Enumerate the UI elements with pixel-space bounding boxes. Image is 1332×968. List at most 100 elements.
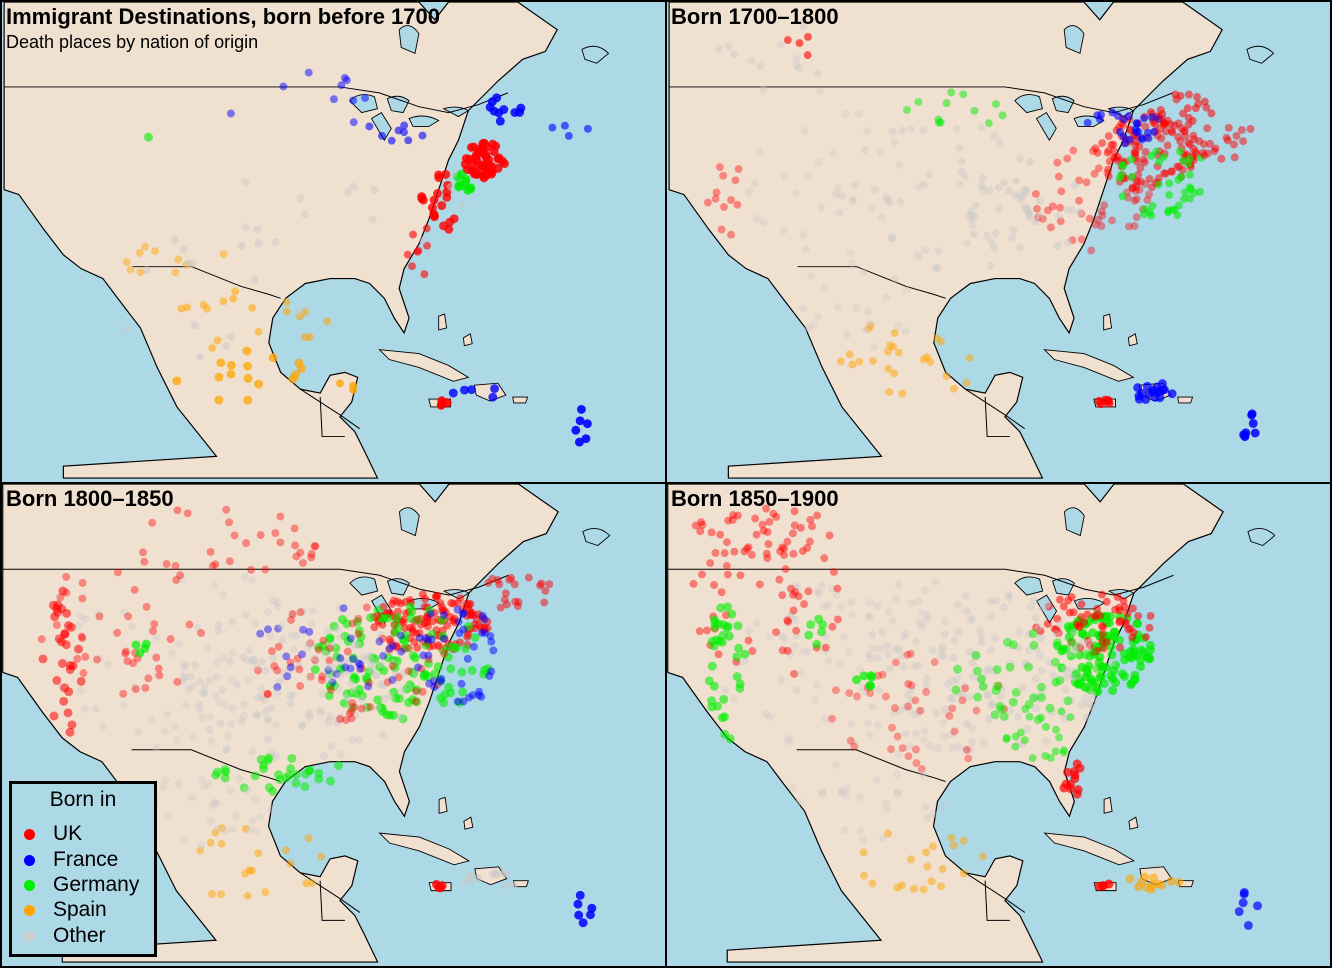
death-place-point bbox=[967, 724, 976, 732]
death-place-point bbox=[1059, 602, 1068, 611]
death-place-point bbox=[495, 580, 504, 589]
death-place-point bbox=[461, 644, 471, 654]
death-place-point bbox=[887, 745, 895, 754]
death-place-point bbox=[734, 643, 744, 653]
death-place-point bbox=[707, 661, 717, 671]
death-place-point bbox=[817, 627, 827, 637]
death-place-point bbox=[860, 145, 869, 154]
death-place-point bbox=[412, 685, 422, 695]
death-place-point bbox=[409, 230, 417, 239]
death-place-point bbox=[457, 181, 467, 191]
death-place-point bbox=[92, 655, 101, 664]
death-place-point bbox=[370, 623, 379, 632]
death-place-point bbox=[859, 671, 869, 681]
death-place-point bbox=[787, 611, 796, 620]
land-mass bbox=[3, 2, 558, 479]
death-place-point bbox=[965, 354, 974, 362]
death-place-point bbox=[304, 640, 313, 649]
death-place-point bbox=[297, 722, 306, 731]
death-place-point bbox=[388, 676, 397, 684]
death-place-point bbox=[731, 176, 740, 185]
death-place-point bbox=[911, 696, 920, 705]
death-place-point bbox=[394, 673, 403, 682]
death-place-point bbox=[1011, 688, 1021, 697]
death-place-point bbox=[446, 664, 456, 674]
death-place-point bbox=[1082, 178, 1091, 187]
country-border bbox=[319, 397, 345, 438]
death-place-point bbox=[489, 646, 498, 655]
death-place-point bbox=[349, 655, 358, 664]
death-place-point bbox=[196, 705, 205, 714]
death-place-point bbox=[793, 583, 802, 592]
death-place-point bbox=[1161, 127, 1170, 136]
death-place-point bbox=[986, 646, 995, 655]
death-place-point bbox=[1072, 759, 1082, 769]
death-place-point bbox=[352, 617, 362, 627]
death-place-point bbox=[817, 580, 826, 589]
panel-title: Born 1700–1800 bbox=[671, 4, 839, 29]
death-place-point bbox=[373, 695, 383, 705]
death-place-point bbox=[446, 183, 455, 191]
death-place-point bbox=[379, 731, 387, 740]
death-place-point bbox=[973, 692, 983, 702]
death-place-point bbox=[325, 656, 334, 665]
lake-shape bbox=[1014, 94, 1043, 114]
death-place-point bbox=[1093, 604, 1101, 613]
death-place-point bbox=[391, 670, 400, 679]
death-place-point bbox=[914, 709, 922, 718]
death-place-point bbox=[921, 246, 930, 255]
death-place-point bbox=[288, 610, 297, 619]
death-place-point bbox=[800, 600, 809, 609]
death-place-point bbox=[206, 838, 215, 847]
death-place-point bbox=[205, 676, 214, 685]
death-place-point bbox=[865, 731, 874, 740]
death-place-point bbox=[795, 63, 804, 72]
death-place-point bbox=[240, 711, 249, 720]
death-place-point bbox=[1090, 612, 1099, 621]
death-place-point bbox=[135, 648, 145, 658]
death-place-point bbox=[703, 626, 711, 635]
death-place-point bbox=[1134, 170, 1143, 179]
death-place-point bbox=[786, 650, 795, 659]
death-place-point bbox=[714, 650, 723, 659]
death-place-point bbox=[933, 264, 942, 273]
death-place-point bbox=[479, 138, 489, 148]
death-place-point bbox=[698, 520, 707, 529]
death-place-point bbox=[1016, 728, 1025, 737]
death-place-point bbox=[171, 235, 179, 244]
death-place-point bbox=[904, 679, 913, 688]
death-place-point bbox=[524, 573, 533, 582]
death-place-point bbox=[865, 598, 874, 607]
death-place-point bbox=[1029, 693, 1039, 703]
death-place-point bbox=[985, 715, 993, 724]
lake-shape bbox=[1246, 45, 1275, 64]
death-place-point bbox=[919, 180, 928, 189]
death-place-point bbox=[936, 337, 945, 346]
death-place-point bbox=[1081, 694, 1090, 703]
death-place-point bbox=[875, 644, 884, 653]
death-place-point bbox=[325, 668, 335, 678]
death-place-point bbox=[890, 369, 899, 378]
death-place-point bbox=[890, 138, 899, 146]
death-place-point bbox=[1111, 660, 1120, 670]
death-place-point bbox=[349, 686, 358, 695]
death-place-point bbox=[490, 384, 500, 394]
death-place-point bbox=[714, 619, 724, 629]
death-place-point bbox=[1055, 676, 1065, 686]
death-place-point bbox=[751, 514, 760, 523]
death-place-point bbox=[1104, 165, 1113, 174]
death-place-point bbox=[992, 665, 1002, 675]
death-place-point bbox=[744, 626, 753, 635]
death-place-point bbox=[438, 646, 448, 656]
death-place-point bbox=[347, 703, 357, 713]
death-place-point bbox=[327, 742, 336, 751]
death-place-point bbox=[725, 734, 735, 744]
death-place-point bbox=[1066, 784, 1076, 794]
death-place-point bbox=[778, 543, 787, 552]
death-place-point bbox=[368, 656, 377, 665]
death-place-point bbox=[1018, 683, 1027, 692]
death-place-point bbox=[852, 303, 861, 312]
lake-shape bbox=[1247, 527, 1276, 546]
death-place-point bbox=[287, 753, 297, 763]
death-place-point bbox=[149, 627, 157, 636]
